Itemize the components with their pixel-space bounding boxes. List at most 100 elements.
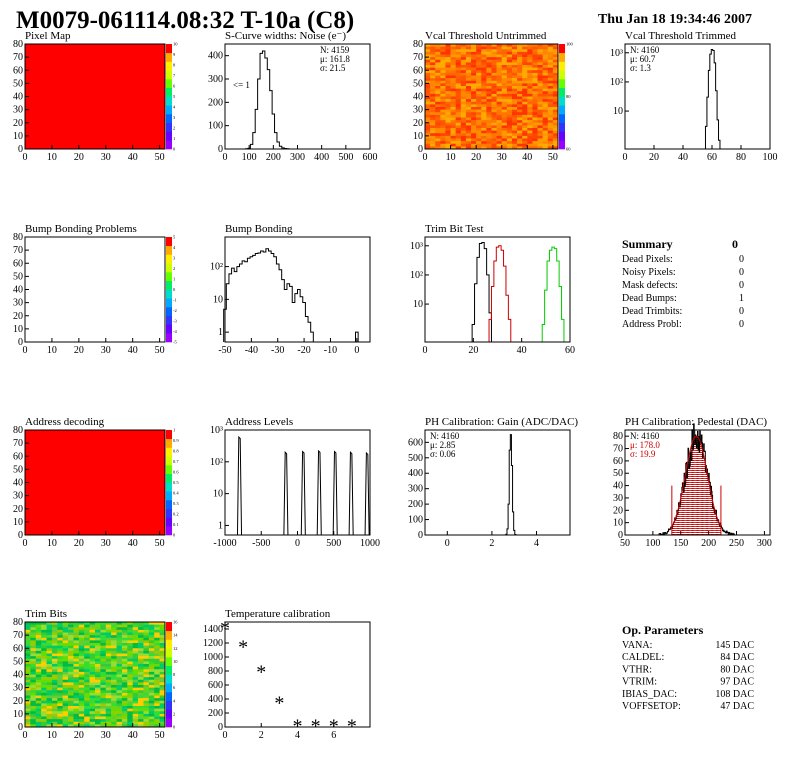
heatmap-cell — [148, 640, 155, 644]
heatmap-cell — [517, 130, 523, 134]
heatmap-cell — [95, 674, 101, 678]
heatmap-cell — [89, 656, 96, 660]
heatmap-cell — [57, 674, 63, 678]
heatmap-cell — [132, 622, 139, 625]
heatmap-cell — [95, 679, 101, 683]
heatmap-cell — [455, 83, 462, 87]
y-tick-label: 70 — [13, 438, 23, 449]
heatmap-cell — [425, 93, 431, 97]
heatmap-cell — [506, 117, 513, 121]
heatmap-cell — [496, 146, 503, 150]
heatmap-cell — [430, 80, 436, 84]
heatmap-cell — [425, 141, 431, 145]
heatmap-cell — [440, 114, 446, 118]
heatmap-cell — [440, 88, 446, 92]
heatmap-cell — [89, 627, 96, 631]
heatmap-cell — [476, 51, 482, 55]
chart-title: Address Levels — [225, 416, 293, 428]
heatmap-cell — [51, 643, 58, 646]
heatmap-cell — [527, 114, 533, 118]
histogram-series — [486, 245, 514, 343]
heatmap-cell — [78, 643, 85, 646]
y-tick-label: 60 — [13, 258, 23, 269]
heatmap-cell — [143, 674, 150, 678]
heatmap-cell — [57, 708, 63, 712]
heatmap-cell — [445, 75, 451, 79]
heatmap-cell — [30, 666, 37, 670]
heatmap-cell — [552, 143, 559, 147]
stats-line: μ: 161.8 — [320, 54, 350, 64]
heatmap-cell — [491, 135, 497, 139]
heatmap-cell — [532, 141, 538, 145]
heatmap-cell — [440, 83, 446, 87]
heatmap-cell — [100, 721, 107, 725]
heatmap-cell — [25, 640, 31, 644]
heatmap-cell — [111, 661, 117, 665]
heatmap-cell — [111, 706, 117, 709]
heatmap-cell — [486, 72, 492, 76]
heatmap-cell — [127, 664, 133, 667]
heatmap-cell — [522, 78, 528, 82]
heatmap-cell — [35, 706, 42, 709]
heatmap-cell — [425, 80, 431, 84]
heatmap-cell — [506, 44, 513, 47]
heatmap-cell — [547, 120, 554, 124]
heatmap-cell — [537, 104, 543, 108]
x-tick-label: 0 — [423, 345, 428, 356]
palette-swatch — [166, 245, 172, 255]
heatmap-cell — [105, 703, 112, 707]
heatmap-cell — [430, 130, 436, 134]
heatmap-cell — [465, 107, 472, 110]
palette-swatch — [559, 114, 565, 124]
heatmap-cell — [455, 117, 462, 121]
heatmap-cell — [455, 114, 462, 118]
heatmap-cell — [68, 695, 74, 699]
heatmap-cell — [68, 622, 74, 625]
heatmap-cell — [51, 627, 58, 631]
heatmap-cell — [105, 677, 112, 681]
heatmap-cell — [116, 708, 123, 712]
plot-frame — [224, 236, 371, 343]
heatmap-cell — [30, 622, 37, 625]
x-tick-label: 10 — [446, 152, 456, 163]
heatmap-cell — [445, 133, 451, 137]
x-tick-label: 0 — [623, 152, 628, 163]
heatmap-cell — [491, 130, 497, 134]
heatmap-cell — [547, 59, 554, 63]
heatmap-cell — [450, 59, 456, 63]
palette-tick-label: 100 — [566, 42, 574, 47]
heatmap-cell — [62, 716, 69, 720]
heatmap-cell — [51, 719, 58, 723]
heatmap-cell — [435, 143, 441, 147]
heatmap-cell — [105, 624, 112, 628]
heatmap-cell — [471, 101, 477, 105]
heatmap-cell — [547, 75, 554, 79]
heatmap-cell — [532, 70, 538, 74]
heatmap-cell — [481, 130, 487, 134]
heatmap-cell — [476, 54, 482, 58]
heatmap-cell — [552, 91, 559, 95]
heatmap-cell — [511, 96, 518, 100]
heatmap-cell — [517, 122, 523, 126]
heatmap-cell — [143, 624, 150, 628]
heatmap-cell — [25, 650, 31, 654]
heatmap-cell — [111, 637, 117, 641]
scatter-point: * — [256, 662, 266, 684]
heatmap-cell — [100, 637, 107, 641]
heatmap-cell — [41, 643, 47, 646]
heatmap-cell — [450, 67, 456, 71]
heatmap-cell — [445, 128, 451, 131]
palette-swatch — [166, 96, 172, 106]
heatmap-cell — [440, 125, 446, 129]
heatmap-cell — [445, 88, 451, 92]
heatmap-cell — [552, 46, 559, 50]
heatmap-cell — [527, 62, 533, 66]
x-tick-label: 20 — [74, 152, 84, 163]
heatmap-cell — [35, 664, 42, 667]
heatmap-cell — [511, 59, 518, 63]
heatmap-cell — [121, 637, 128, 641]
heatmap-cell — [552, 141, 559, 145]
heatmap-cell — [148, 627, 155, 631]
heatmap-cell — [105, 706, 112, 709]
heatmap-cell — [455, 133, 462, 137]
